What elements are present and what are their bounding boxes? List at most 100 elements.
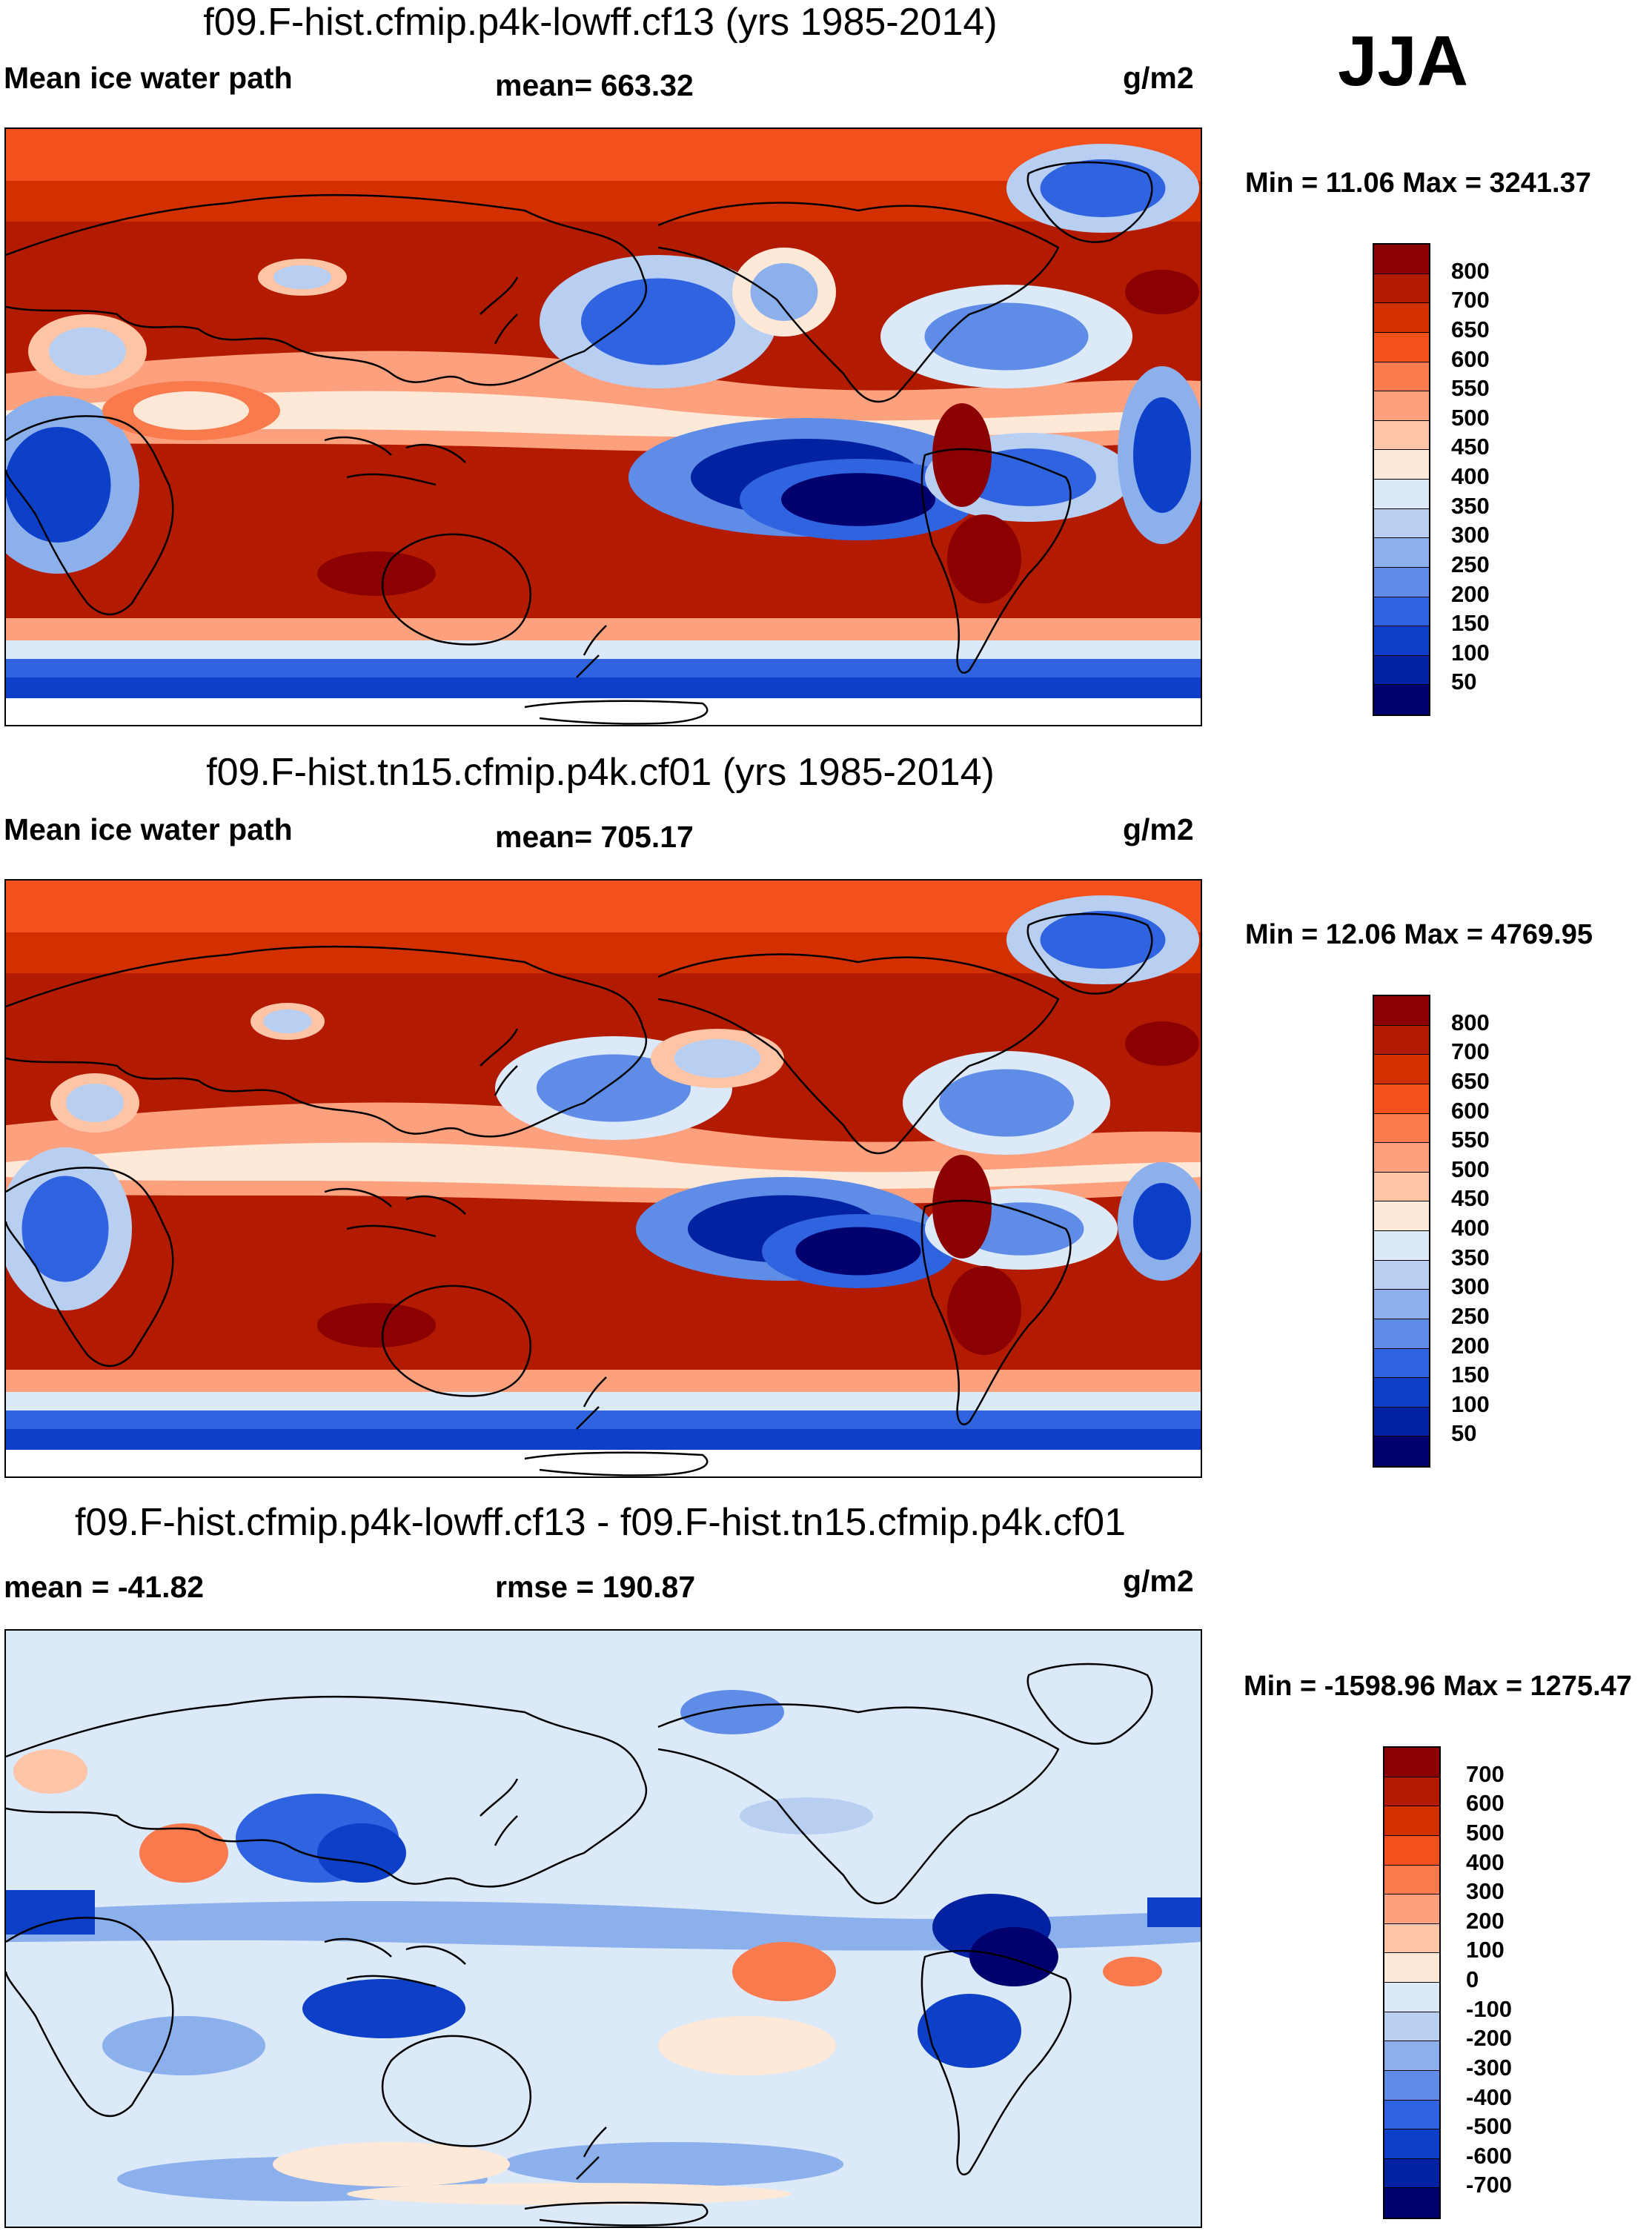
field-blob bbox=[732, 1942, 836, 2001]
colorbar-segment bbox=[1374, 1025, 1429, 1055]
coastline-segment bbox=[657, 1703, 1060, 1905]
colorbar-tick-label: 550 bbox=[1451, 1127, 1490, 1153]
coastline-segment bbox=[480, 1778, 519, 1846]
field-band-south bbox=[6, 640, 1201, 659]
colorbar-segment bbox=[1384, 1806, 1439, 1836]
colorbar-segment bbox=[1374, 655, 1429, 686]
field-core bbox=[947, 1266, 1021, 1355]
colorbar-segment bbox=[1374, 450, 1429, 480]
coastline-segment bbox=[6, 1167, 174, 1368]
colorbar-segment bbox=[1384, 2070, 1439, 2101]
colorbar-tick-label: 250 bbox=[1451, 1302, 1490, 1329]
field-core bbox=[932, 1155, 992, 1259]
colorbar-segment bbox=[1374, 1113, 1429, 1144]
colorbar-segment bbox=[1374, 1378, 1429, 1408]
panel3-map bbox=[4, 1629, 1202, 2228]
field-core bbox=[947, 514, 1021, 603]
colorbar-tick-label: 650 bbox=[1451, 1067, 1490, 1094]
colorbar-segment bbox=[1384, 2100, 1439, 2130]
colorbar-tick-label: 150 bbox=[1451, 610, 1490, 637]
colorbar-segment bbox=[1374, 538, 1429, 568]
field-blob bbox=[750, 263, 818, 321]
panel3-units: g/m2 bbox=[1123, 1564, 1194, 1598]
field-band-south bbox=[6, 677, 1201, 698]
coastline-segment bbox=[480, 1028, 519, 1096]
colorbar-segment bbox=[1374, 685, 1429, 715]
colorbar-segment bbox=[1384, 1953, 1439, 1983]
field-blob bbox=[6, 427, 111, 543]
panel1-mean-label: mean= 663.32 bbox=[495, 68, 694, 102]
panel2-units: g/m2 bbox=[1123, 812, 1194, 846]
field-blob bbox=[13, 1749, 87, 1794]
colorbar-tick-label: 500 bbox=[1451, 1156, 1490, 1182]
colorbar-segment bbox=[1384, 1748, 1439, 1777]
panel1-units: g/m2 bbox=[1123, 61, 1194, 95]
field-core bbox=[317, 551, 436, 596]
panel2-title: f09.F-hist.tn15.cfmip.p4k.cf01 (yrs 1985… bbox=[206, 751, 995, 794]
coastlines bbox=[6, 161, 1153, 725]
colorbar-tick-label: 100 bbox=[1451, 639, 1490, 666]
coastline-segment bbox=[576, 1376, 607, 1430]
coastline-segment bbox=[381, 533, 532, 646]
colorbar-tick-label: 400 bbox=[1451, 463, 1490, 489]
colorbar-tick-label: 650 bbox=[1451, 316, 1490, 342]
field-band-tropics bbox=[6, 1142, 1201, 1190]
field-blob bbox=[1040, 911, 1166, 969]
colorbar-tick-label: 500 bbox=[1451, 404, 1490, 431]
panel1-title: f09.F-hist.cfmip.p4k-lowff.cf13 (yrs 198… bbox=[203, 1, 998, 44]
panel2-map-svg bbox=[6, 881, 1201, 1476]
coastline-segment bbox=[480, 276, 519, 345]
field-band-tropics bbox=[6, 1901, 1201, 1951]
field-blob bbox=[781, 473, 935, 526]
colorbar-tick-label: 700 bbox=[1466, 1760, 1505, 1787]
colorbar-segment bbox=[1374, 1260, 1429, 1290]
panel1-colorbar bbox=[1373, 243, 1430, 716]
coastline-segment bbox=[6, 945, 648, 1138]
colorbar-segment bbox=[1374, 626, 1429, 656]
panel3-colorbar bbox=[1383, 1746, 1441, 2219]
colorbar-tick-label: 50 bbox=[1451, 669, 1477, 695]
colorbar-tick-label: 300 bbox=[1451, 1273, 1490, 1300]
colorbar-segment bbox=[1374, 508, 1429, 539]
coastline-segment bbox=[6, 193, 648, 386]
colorbar-segment bbox=[1374, 332, 1429, 362]
field-band-north bbox=[6, 129, 1201, 181]
coastline-segment bbox=[524, 700, 709, 725]
field-blob bbox=[961, 448, 1096, 506]
field-blob bbox=[6, 1890, 95, 1935]
field-band-south bbox=[6, 1392, 1201, 1410]
coastline-segment bbox=[576, 2126, 607, 2180]
colorbar-segment bbox=[1374, 1172, 1429, 1202]
colorbar-tick-label: -500 bbox=[1466, 2113, 1513, 2140]
colorbar-tick-label: -300 bbox=[1466, 2054, 1513, 2081]
colorbar-segment bbox=[1384, 1923, 1439, 1954]
coastline-segment bbox=[657, 953, 1060, 1155]
field-blob bbox=[302, 1979, 465, 2038]
coastline-segment bbox=[576, 625, 607, 678]
colorbar-tick-label: 200 bbox=[1451, 1332, 1490, 1359]
panel3-minmax: Min = -1598.96 Max = 1275.47 bbox=[1244, 1671, 1632, 1702]
colorbar-segment bbox=[1384, 1983, 1439, 2012]
coastline-segment bbox=[1026, 1663, 1153, 1745]
colorbar-segment bbox=[1384, 2129, 1439, 2159]
field-blob bbox=[969, 1927, 1058, 1986]
colorbar-tick-label: 550 bbox=[1451, 375, 1490, 402]
colorbar-tick-label: 700 bbox=[1451, 287, 1490, 314]
colorbar-tick-label: 800 bbox=[1451, 1009, 1490, 1035]
colorbar-tick-label: 0 bbox=[1466, 1966, 1479, 1992]
field-band-north bbox=[6, 881, 1201, 932]
coastline-segment bbox=[324, 1187, 466, 1238]
field-blob bbox=[1133, 1183, 1191, 1260]
field-blob bbox=[795, 1227, 921, 1276]
colorbar-segment bbox=[1374, 245, 1429, 274]
panel3-left-label: mean = -41.82 bbox=[4, 1570, 205, 1604]
field-blob bbox=[740, 1797, 873, 1834]
panel3-rmse-label: rmse = 190.87 bbox=[495, 1570, 696, 1604]
colorbar-tick-label: 350 bbox=[1451, 1244, 1490, 1270]
coastline-segment bbox=[381, 1284, 532, 1397]
colorbar-tick-label: 450 bbox=[1451, 1185, 1490, 1212]
colorbar-segment bbox=[1384, 1894, 1439, 1924]
field-blob bbox=[537, 1054, 691, 1122]
field-blob bbox=[939, 1069, 1074, 1137]
field-blob bbox=[924, 302, 1089, 371]
